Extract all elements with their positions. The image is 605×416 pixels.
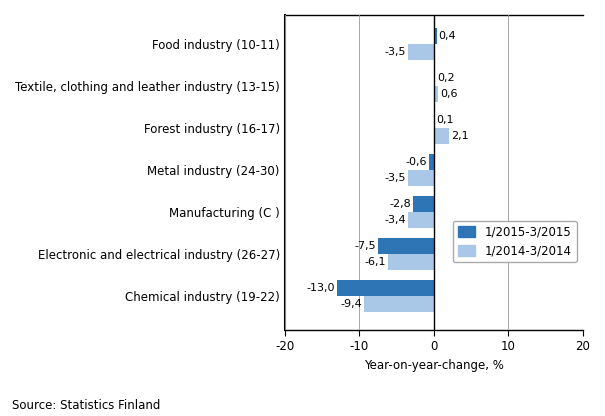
- Text: -9,4: -9,4: [340, 299, 362, 309]
- Bar: [388, 254, 434, 270]
- Bar: [364, 296, 434, 312]
- Text: -3,5: -3,5: [384, 173, 406, 183]
- Text: -13,0: -13,0: [306, 283, 335, 293]
- Bar: [378, 238, 434, 254]
- Text: -7,5: -7,5: [355, 241, 376, 251]
- X-axis label: Year-on-year-change, %: Year-on-year-change, %: [364, 359, 503, 372]
- Text: Source: Statistics Finland: Source: Statistics Finland: [12, 399, 160, 412]
- Legend: 1/2015-3/2015, 1/2014-3/2014: 1/2015-3/2015, 1/2014-3/2014: [453, 221, 577, 262]
- Bar: [408, 45, 434, 60]
- Text: -3,4: -3,4: [385, 215, 407, 225]
- Bar: [413, 196, 434, 212]
- Bar: [429, 154, 434, 171]
- Text: -6,1: -6,1: [365, 258, 386, 267]
- Text: -3,5: -3,5: [384, 47, 406, 57]
- Bar: [434, 87, 438, 102]
- Bar: [434, 28, 437, 45]
- Text: -0,6: -0,6: [406, 157, 427, 167]
- Text: 0,2: 0,2: [437, 73, 454, 83]
- Bar: [434, 70, 435, 87]
- Bar: [337, 280, 434, 296]
- Text: -2,8: -2,8: [389, 199, 411, 209]
- Text: 0,6: 0,6: [440, 89, 457, 99]
- Bar: [408, 171, 434, 186]
- Bar: [434, 129, 450, 144]
- Bar: [408, 212, 434, 228]
- Text: 2,1: 2,1: [451, 131, 469, 141]
- Text: 0,1: 0,1: [436, 115, 454, 125]
- Text: 0,4: 0,4: [439, 32, 456, 42]
